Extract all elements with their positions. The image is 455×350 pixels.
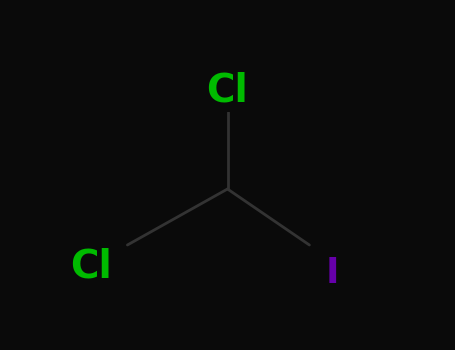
Text: Cl: Cl <box>207 72 248 110</box>
Text: I: I <box>325 256 339 290</box>
Text: Cl: Cl <box>70 247 112 285</box>
Text: I: I <box>325 256 339 290</box>
Text: Cl: Cl <box>70 247 112 285</box>
Text: Cl: Cl <box>207 72 248 110</box>
